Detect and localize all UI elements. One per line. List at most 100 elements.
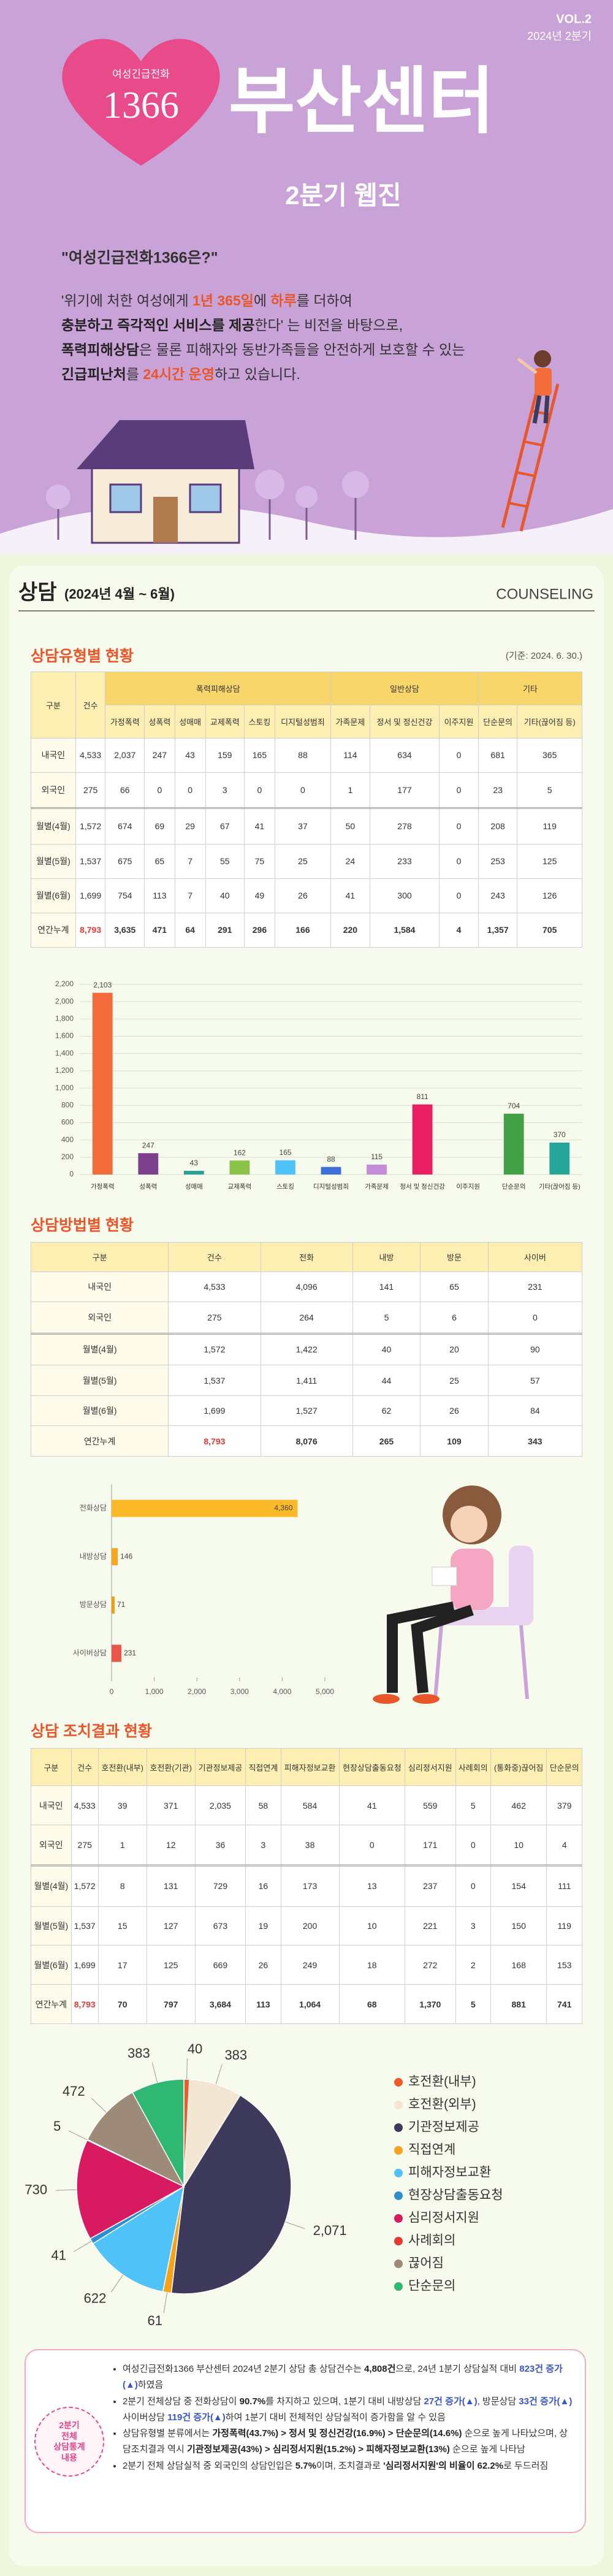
text: 여성긴급전화1366 부산센터 2024년 2분기 상담 총 상담건수는 (123, 2364, 365, 2374)
table-cell: 2,035 (194, 1785, 246, 1825)
column-header: 단순문의 (546, 1747, 582, 1787)
column-header: 단순문의 (478, 704, 518, 738)
table-cell: 669 (194, 1945, 246, 1985)
legend-swatch (394, 2169, 403, 2177)
value-label: 5 (53, 2118, 61, 2134)
table-cell: 66 (105, 772, 145, 809)
column-header: 교제폭력 (205, 704, 245, 738)
value-label: 472 (63, 2083, 85, 2099)
x-tick-label: 2,000 (188, 1687, 206, 1696)
house-illustration (46, 420, 369, 544)
text: 사이버상담 (123, 2412, 168, 2423)
text: '위기에 처한 여성에게 (61, 293, 192, 309)
table-cell: 379 (546, 1785, 582, 1825)
table-cell: 233 (369, 843, 440, 879)
legend-swatch (394, 2123, 403, 2132)
column-header: 전화 (260, 1242, 353, 1272)
header-row: 구분 건수 호전환(내부) 호전환(기관) 기관정보제공 직접연계 피해자정보교환 현장상담출… (31, 1747, 582, 1787)
section-period: (2024년 4월 ~ 6월) (64, 586, 175, 602)
table-cell: 471 (144, 912, 175, 948)
x-tick-label: 성폭력 (139, 1183, 157, 1190)
table-cell: 26 (245, 1945, 281, 1985)
table-cell: 68 (338, 1984, 406, 2024)
value-label: 146 (120, 1552, 132, 1560)
table-cell: 8,793 (75, 912, 106, 948)
table-cell: 126 (517, 878, 582, 913)
value-label: 71 (117, 1600, 126, 1609)
value-label: 383 (224, 2047, 247, 2063)
data-table: 구분 건수 폭력피해상담 일반상담 기타 가정폭력 성폭력 성매매 교제폭력 스토킹 디지털성범죄 가… (31, 672, 583, 948)
row-header: 월별(4월) (31, 1865, 72, 1907)
table-cell: 38 (280, 1824, 340, 1866)
intro-question: "여성긴급전화1366은?" (61, 250, 218, 267)
table-row: 월별(5월) 1,537 15 127 673 19 200 10 221 3 150 119 (31, 1906, 582, 1946)
table-row: 외국인 275 1 12 36 3 38 0 171 0 10 4 (31, 1824, 582, 1866)
group-header: 폭력피해상담 (105, 672, 332, 705)
leader-line (91, 2098, 107, 2113)
header-row: 구분 건수 폭력피해상담 일반상담 기타 (31, 672, 583, 738)
badge-line: 2분기 (59, 2420, 80, 2430)
y-tick-label: 1,000 (55, 1083, 74, 1092)
column-header: 정서 및 정신건강 (369, 704, 440, 738)
table-cell: 13 (338, 1865, 406, 1907)
x-tick-label: 가족문제 (365, 1183, 389, 1190)
table-cell: 8,793 (168, 1425, 261, 1457)
table-cell: 243 (478, 878, 518, 913)
table-cell: 67 (205, 807, 245, 845)
bar (367, 1164, 387, 1175)
table-cell: 5 (455, 1785, 491, 1825)
legend-label: 직접연계 (408, 2143, 455, 2157)
legend-swatch (394, 2146, 403, 2155)
row-header: 월별(6월) (31, 878, 76, 913)
bar (92, 992, 113, 1175)
table-cell: 275 (70, 1824, 99, 1866)
row-header: 월별(5월) (31, 1906, 72, 1946)
table-cell: 150 (490, 1906, 547, 1946)
table-row: 외국인 275 264 5 6 0 (30, 1301, 583, 1334)
table-cell: 20 (420, 1332, 489, 1366)
x-tick-label: 디지털성범죄 (313, 1183, 349, 1190)
table-cell: 1,537 (70, 1906, 99, 1946)
table-cell: 18 (338, 1945, 406, 1985)
text: 상담유형별 분류에서는 (123, 2428, 213, 2439)
y-tick-label: 800 (61, 1100, 74, 1109)
text: 순으로 높게 나타남 (449, 2444, 525, 2455)
table-cell: 264 (260, 1301, 353, 1334)
text: 하고 있습니다. (215, 366, 300, 382)
table-cell: 65 (144, 843, 175, 879)
table-cell: 7 (174, 878, 206, 913)
table-cell: 109 (420, 1425, 489, 1457)
row-header: 월별(5월) (31, 843, 76, 879)
table-cell: 1,370 (405, 1984, 456, 2024)
leader-line (285, 2221, 305, 2229)
table-cell: 114 (330, 737, 370, 773)
title: 부산센터 (229, 61, 495, 142)
table-cell: 705 (517, 912, 582, 948)
table-cell: 12 (146, 1824, 196, 1866)
text: 이며, 조치결과로 (316, 2460, 384, 2471)
value-label: 231 (124, 1649, 136, 1657)
table-row: 외국인 275 66 0 0 3 0 0 1 177 0 23 5 (31, 772, 582, 809)
column-header: 심리정서지원 (405, 1747, 456, 1787)
subtitle: 2분기 웹진 (285, 181, 402, 210)
table-cell: 43 (174, 737, 206, 773)
bar (112, 1500, 298, 1517)
table-note: (기준: 2024. 6. 30.) (505, 651, 582, 661)
pie-slice (86, 2091, 185, 2188)
table-cell: 131 (146, 1865, 196, 1907)
table-cell: 674 (105, 807, 145, 845)
table-cell: 75 (244, 843, 275, 879)
table-row: 내국인 4,533 4,096 141 65 231 (30, 1271, 583, 1303)
text: 은 물론 피해자와 동반가족들을 안전하게 보호할 수 있는 (139, 342, 465, 358)
table-cell: 8,793 (70, 1984, 99, 2024)
emphasis: 4,808건 (364, 2364, 396, 2374)
column-header: 성매매 (174, 704, 206, 738)
table-cell: 1 (330, 772, 370, 809)
table-cell: 141 (352, 1271, 421, 1303)
table-row: 연간누계 8,793 3,635 471 64 291 296 166 220 1,584 4 1,3… (31, 912, 582, 948)
intro-line: 충분하고 즉각적인 서비스를 제공한다' 는 비전을 바탕으로, (61, 317, 403, 333)
table-cell: 125 (146, 1945, 196, 1985)
x-tick-label: 단순문의 (502, 1183, 526, 1190)
column-header: 구분 (31, 672, 76, 738)
text: 하였음 (137, 2380, 164, 2391)
